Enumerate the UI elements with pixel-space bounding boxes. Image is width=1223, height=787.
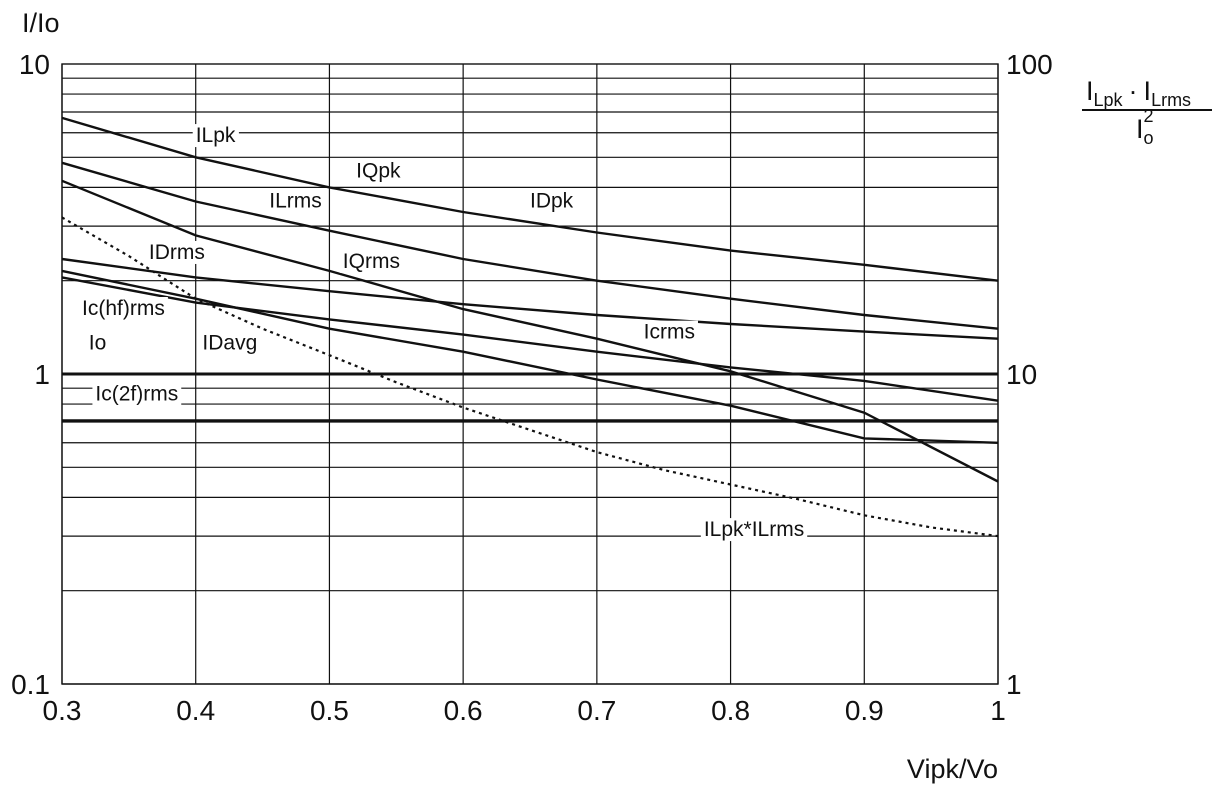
series-label-bg (92, 382, 182, 406)
y-axis-title-right: ILpk · ILrms Io2 (1082, 76, 1212, 148)
series-label-bg (79, 296, 168, 320)
series-label-ilpk-ilrms: ILpk*ILrms (700, 518, 808, 542)
series-label-text: ILpk*ILrms (704, 518, 804, 541)
y-right-tick-label: 100 (1006, 49, 1053, 80)
series-label-text: IDavg (202, 331, 257, 354)
series-label-icrms: Icrms (640, 320, 698, 344)
series-label-ilrms: ILrms (266, 189, 325, 213)
series-label-text: Ic(2f)rms (95, 383, 178, 406)
series-label-ic-hf-rms: Ic(hf)rms (79, 296, 168, 320)
series-label-text: ILpk (196, 124, 236, 147)
x-tick-label: 0.5 (310, 695, 349, 726)
y-left-tick-label: 0.1 (11, 669, 50, 700)
series-label-ilpk: ILpk (192, 124, 239, 148)
series-label-idrms: IDrms (145, 240, 208, 264)
series-label-idpk: IDpk (527, 189, 577, 213)
x-tick-label: 0.8 (711, 695, 750, 726)
series-line-idrms (61, 276, 999, 402)
series-label-bg (192, 124, 239, 148)
series-lines (61, 116, 999, 538)
tick-labels: 0.3 0.4 0.5 0.6 0.7 0.8 0.9 1 0.1 1 10 1 10 100 (11, 49, 1053, 726)
x-tick-label: 0.7 (577, 695, 616, 726)
series-line-ilrms (61, 179, 999, 483)
x-tick-label: 0.6 (444, 695, 483, 726)
x-tick-label: 0.3 (43, 695, 82, 726)
series-line-iqpk (61, 161, 999, 330)
right-title-denominator: Io2 (1136, 106, 1154, 148)
y-left-tick-label: 1 (34, 359, 50, 390)
right-title-numerator: ILpk · ILrms (1086, 76, 1191, 110)
series-label-iqpk: IQpk (353, 159, 405, 183)
series-label-bg (527, 189, 577, 213)
series-label-text: Icrms (644, 321, 695, 344)
series-label-text: IQpk (356, 160, 401, 183)
series-label-bg (199, 331, 261, 355)
series-label-text: IDrms (149, 241, 205, 264)
series-label-bg (145, 240, 208, 264)
series-label-bg (640, 320, 698, 344)
x-tick-label: 0.9 (845, 695, 884, 726)
series-label-bg (85, 331, 110, 355)
series-line-iqrms (61, 269, 999, 444)
series-label-text: IQrms (343, 250, 400, 273)
series-label-bg (339, 249, 403, 273)
series-line-ilpk (61, 116, 999, 282)
series-label-idavg: IDavg (199, 331, 261, 355)
y-axis-title-left: I/Io (22, 8, 60, 38)
x-tick-label: 1 (990, 695, 1006, 726)
y-right-tick-label: 10 (1006, 359, 1037, 390)
series-label-text: ILrms (269, 189, 322, 212)
series-label-ic-2f-rms: Ic(2f)rms (92, 382, 182, 406)
series-line-idpk (61, 257, 999, 340)
series-label-text: IDpk (530, 189, 574, 212)
series-label-bg (266, 189, 325, 213)
x-axis-title: Vipk/Vo (907, 754, 998, 784)
series-label-text: Ic(hf)rms (82, 297, 165, 320)
y-right-tick-label: 1 (1006, 669, 1022, 700)
plot-frame (61, 63, 999, 685)
series-label-iqrms: IQrms (339, 249, 403, 273)
series-label-text: Io (89, 331, 107, 354)
x-tick-label: 0.4 (176, 695, 215, 726)
series-label-bg (353, 159, 405, 183)
series-label-bg (700, 518, 808, 542)
y-left-tick-label: 10 (19, 49, 50, 80)
series-labels: ILpk IQpk IDpk ILrms IDrms IQrms Ic(hf)rms Io ID… (79, 124, 808, 542)
series-label-io: Io (85, 331, 110, 355)
